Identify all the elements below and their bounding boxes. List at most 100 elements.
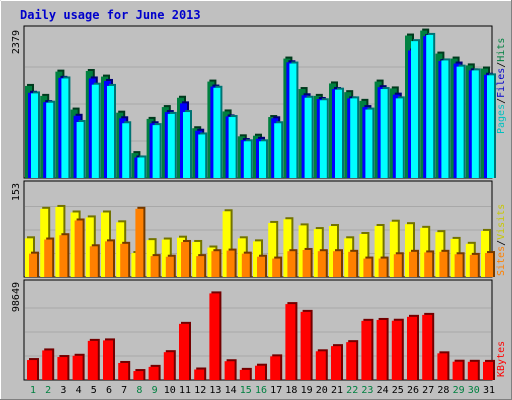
sites-bar: [165, 256, 174, 277]
kbytes-bar: [163, 352, 174, 380]
kbytes-bar: [422, 314, 433, 380]
kbytes-bar: [179, 323, 189, 380]
sites-bar: [317, 251, 326, 277]
sites-bar: [469, 254, 478, 277]
x-tick-label: 12: [194, 385, 206, 396]
x-tick-label: 1: [30, 385, 36, 396]
hits-ymax-label: 2379: [11, 30, 22, 54]
pages-bar: [107, 85, 114, 178]
pages-bar: [365, 109, 373, 178]
sites-bar: [29, 253, 37, 277]
pages-bar: [122, 123, 130, 178]
x-tick-label: 10: [164, 385, 176, 396]
sites-bar: [302, 249, 311, 277]
kbytes-bar: [270, 356, 281, 380]
kbytes-bar: [27, 360, 37, 380]
x-tick-label: 15: [240, 385, 252, 396]
kbytes-bar: [87, 340, 98, 380]
kbytes-bar: [315, 351, 326, 380]
x-tick-label: 22: [346, 385, 358, 396]
kbytes-ymax-label: 98649: [11, 282, 22, 312]
x-tick-label: 17: [270, 385, 282, 396]
x-tick-label: 24: [377, 385, 389, 396]
pages-bar: [259, 141, 266, 178]
sites-bar: [241, 253, 250, 277]
legend-sep: /: [496, 98, 507, 104]
pages-bar: [487, 75, 494, 178]
visits-bar: [268, 222, 277, 277]
sites-bar: [44, 239, 53, 277]
sites-bar: [59, 235, 68, 277]
pages-bar: [213, 87, 221, 178]
sites-bar: [181, 241, 189, 277]
kbytes-bar: [300, 311, 311, 380]
legend-files: Files: [496, 68, 507, 98]
sites-bar: [120, 243, 129, 277]
kbytes-bar: [42, 350, 53, 380]
visits-bar: [359, 233, 368, 277]
kbytes-bar: [483, 361, 493, 380]
pages-bar: [243, 141, 251, 178]
pages-bar: [350, 98, 358, 178]
pages-bar: [274, 123, 282, 178]
pages-bar: [46, 102, 54, 178]
pages-bar: [456, 66, 464, 178]
pages-bar: [319, 100, 327, 178]
kbytes-bar: [285, 304, 296, 380]
kbytes-bar: [361, 320, 372, 380]
kbytes-bar: [239, 369, 250, 380]
x-tick-label: 5: [91, 385, 97, 396]
pages-bar: [411, 41, 418, 178]
legend-middle: Sites/Visits: [496, 204, 507, 276]
legend-kbytes: KBytes: [496, 341, 507, 377]
pages-bar: [61, 78, 69, 178]
pages-bar: [335, 89, 342, 178]
sites-bar: [393, 254, 402, 277]
x-tick-label: 16: [255, 385, 267, 396]
sites-bar: [74, 220, 83, 277]
sites-bar: [272, 258, 281, 277]
x-tick-label: 23: [361, 385, 373, 396]
visits-bar: [283, 219, 292, 277]
x-tick-label: 31: [483, 385, 495, 396]
pages-bar: [289, 63, 297, 178]
x-tick-label: 3: [60, 385, 66, 396]
sites-bar: [424, 252, 433, 277]
pages-bar: [183, 112, 190, 178]
x-tick-label: 20: [316, 385, 328, 396]
sites-bar: [211, 251, 220, 277]
kbytes-bar: [407, 316, 417, 380]
pages-bar: [91, 84, 99, 178]
x-tick-label: 27: [422, 385, 434, 396]
pages-bar: [441, 60, 449, 178]
pages-bar: [167, 113, 175, 178]
x-tick-label: 28: [437, 385, 449, 396]
x-tick-label: 7: [121, 385, 127, 396]
pages-bar: [137, 157, 145, 178]
kbytes-bar: [437, 353, 448, 380]
kbytes-bar: [118, 362, 129, 380]
x-tick-label: 29: [453, 385, 465, 396]
sites-bar: [150, 256, 159, 277]
kbytes-bar: [452, 361, 463, 380]
kbytes-bar: [376, 319, 387, 380]
x-tick-label: 4: [76, 385, 82, 396]
pages-bar: [471, 70, 479, 178]
visits-bar: [374, 226, 383, 277]
x-tick-label: 25: [392, 385, 404, 396]
x-tick-label: 11: [179, 385, 191, 396]
x-tick-label: 30: [468, 385, 480, 396]
kbytes-bar: [148, 366, 159, 380]
legend-pages: Pages: [496, 104, 507, 134]
kbytes-bar: [255, 365, 265, 380]
visits-ymax-label: 153: [11, 183, 22, 201]
kbytes-bar: [467, 361, 478, 380]
x-tick-label: 13: [209, 385, 221, 396]
kbytes-bar: [57, 357, 68, 380]
pages-bar: [198, 134, 206, 178]
kbytes-bar: [133, 371, 144, 380]
chart-title: Daily usage for June 2013: [20, 8, 201, 22]
sites-bar: [363, 258, 372, 277]
x-tick-label: 21: [331, 385, 343, 396]
